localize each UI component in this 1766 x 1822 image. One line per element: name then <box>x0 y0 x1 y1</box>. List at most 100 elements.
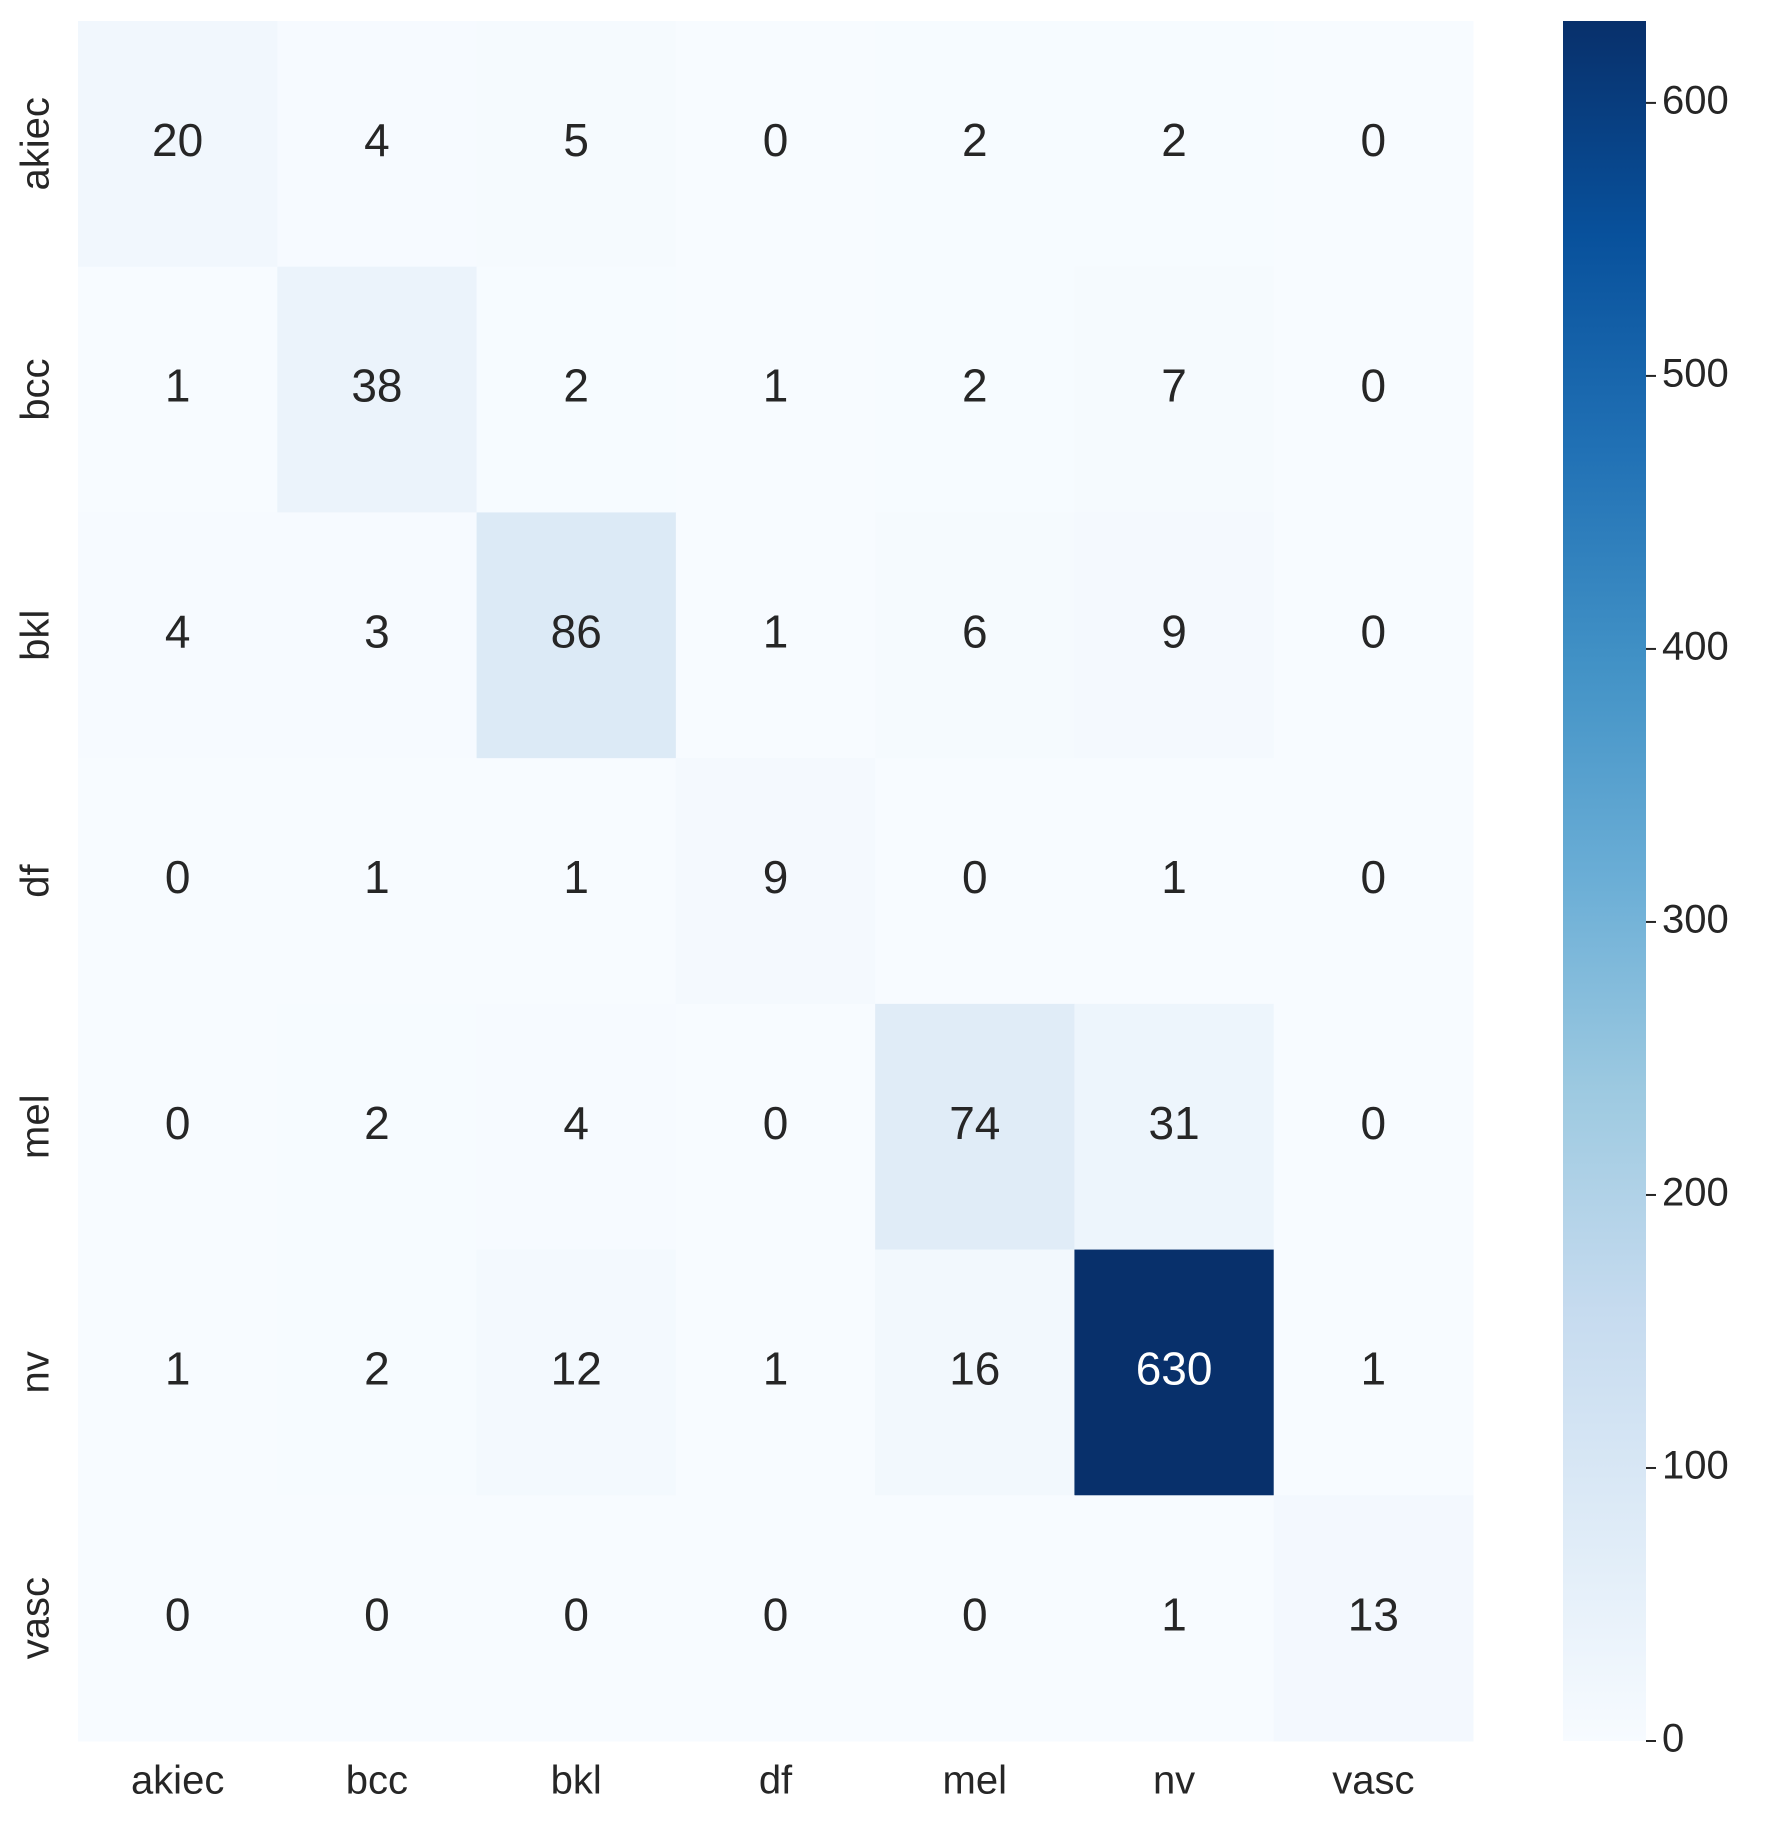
heatmap-cell <box>675 1495 876 1742</box>
heatmap-cell <box>1074 266 1275 513</box>
cell-annotation: 0 <box>364 1588 390 1640</box>
cell-annotation: 2 <box>1161 114 1187 166</box>
cell-annotation: 38 <box>351 360 402 412</box>
x-tick-label: df <box>759 1759 793 1803</box>
heatmap-cell <box>277 1249 478 1496</box>
heatmap-cell <box>277 512 478 759</box>
cell-annotation: 2 <box>563 360 589 412</box>
cell-annotation: 13 <box>1348 1588 1399 1640</box>
heatmap-cell <box>1273 1249 1474 1496</box>
cell-annotation: 2 <box>962 360 988 412</box>
cell-annotation: 0 <box>1361 114 1387 166</box>
heatmap-cell <box>875 1495 1075 1742</box>
heatmap-cell <box>78 266 278 513</box>
heatmap-cell <box>277 266 478 513</box>
x-tick-label: nv <box>1153 1759 1195 1803</box>
heatmap-cell <box>78 1003 278 1251</box>
heatmap-cell <box>1273 1003 1474 1251</box>
heatmap-cell <box>1074 1249 1275 1496</box>
cell-annotation: 6 <box>962 605 988 657</box>
heatmap-cell <box>1074 21 1275 268</box>
x-tick-label: vasc <box>1332 1759 1414 1803</box>
heatmap-cell <box>675 1249 876 1496</box>
heatmap-cell <box>1074 512 1275 759</box>
colorbar-tick-label: 500 <box>1662 351 1729 395</box>
heatmap-cell <box>1273 21 1474 268</box>
cell-annotation: 0 <box>763 114 789 166</box>
heatmap-cell <box>1074 1003 1275 1251</box>
cell-annotation: 4 <box>563 1097 589 1149</box>
cell-annotation: 5 <box>563 114 589 166</box>
colorbar-tick-label: 600 <box>1662 78 1729 122</box>
cell-annotation: 0 <box>763 1097 789 1149</box>
cell-annotation: 1 <box>1161 1588 1187 1640</box>
colorbar-tick-label: 100 <box>1662 1444 1729 1488</box>
cell-annotation: 630 <box>1136 1343 1213 1395</box>
heatmap-cell <box>1273 758 1474 1005</box>
x-tick-label: bcc <box>346 1759 408 1803</box>
cell-annotation: 4 <box>364 114 390 166</box>
cell-annotation: 1 <box>763 605 789 657</box>
heatmap-cell <box>277 21 478 268</box>
heatmap-cell <box>78 1495 278 1742</box>
cell-annotation: 0 <box>1361 851 1387 903</box>
colorbar <box>1563 21 1646 1741</box>
cell-annotation: 9 <box>1161 605 1187 657</box>
heatmap-cell <box>875 1003 1075 1251</box>
cell-annotation: 0 <box>1361 605 1387 657</box>
cell-annotation: 0 <box>1361 1097 1387 1149</box>
heatmap-cell <box>875 266 1075 513</box>
y-tick-label: nv <box>14 1351 58 1393</box>
heatmap-cell <box>875 1249 1075 1496</box>
heatmap-cell <box>476 21 677 268</box>
y-tick-label: mel <box>14 1094 58 1158</box>
cell-annotation: 0 <box>165 1097 191 1149</box>
cell-annotation: 0 <box>763 1588 789 1640</box>
cell-annotation: 2 <box>962 114 988 166</box>
cell-annotation: 1 <box>563 851 589 903</box>
cell-annotation: 0 <box>962 851 988 903</box>
cell-annotation: 86 <box>551 605 602 657</box>
cell-annotation: 1 <box>364 851 390 903</box>
colorbar-tick-label: 0 <box>1662 1717 1684 1761</box>
cell-annotation: 1 <box>763 1343 789 1395</box>
cell-annotation: 0 <box>962 1588 988 1640</box>
x-tick-label: mel <box>943 1759 1007 1803</box>
heatmap-cell <box>675 512 876 759</box>
y-tick-label: akiec <box>14 97 58 190</box>
heatmap-cell <box>476 758 677 1005</box>
y-tick-label: bcc <box>14 358 58 420</box>
cell-annotation: 16 <box>949 1343 1000 1395</box>
colorbar-tick-label: 200 <box>1662 1171 1729 1215</box>
heatmap-cell <box>78 512 278 759</box>
x-tick-label: akiec <box>131 1759 224 1803</box>
cell-annotation: 31 <box>1148 1097 1199 1149</box>
heatmap-cell <box>675 266 876 513</box>
cell-annotation: 1 <box>1161 851 1187 903</box>
cell-annotation: 1 <box>1361 1343 1387 1395</box>
cell-annotation: 7 <box>1161 360 1187 412</box>
heatmap-cell <box>1074 1495 1275 1742</box>
heatmap-cell <box>675 758 876 1005</box>
heatmap-cell <box>1273 512 1474 759</box>
colorbar-tick-label: 300 <box>1662 898 1729 942</box>
heatmap-cell <box>1273 1495 1474 1742</box>
cell-annotation: 0 <box>165 1588 191 1640</box>
y-tick-label: bkl <box>14 610 58 661</box>
heatmap-cell <box>476 512 677 759</box>
heatmap-cell <box>277 1495 478 1742</box>
cell-annotation: 3 <box>364 605 390 657</box>
cell-annotation: 12 <box>551 1343 602 1395</box>
cell-annotation: 74 <box>949 1097 1000 1149</box>
cell-annotation: 2 <box>364 1097 390 1149</box>
cell-annotation: 1 <box>763 360 789 412</box>
cell-annotation: 9 <box>763 851 789 903</box>
cell-annotation: 0 <box>165 851 191 903</box>
heatmap-cell <box>476 1495 677 1742</box>
cell-annotation: 1 <box>165 1343 191 1395</box>
heatmap-cell <box>476 266 677 513</box>
heatmap-cell <box>875 512 1075 759</box>
heatmap-cell <box>476 1003 677 1251</box>
heatmap-cell <box>78 21 278 268</box>
